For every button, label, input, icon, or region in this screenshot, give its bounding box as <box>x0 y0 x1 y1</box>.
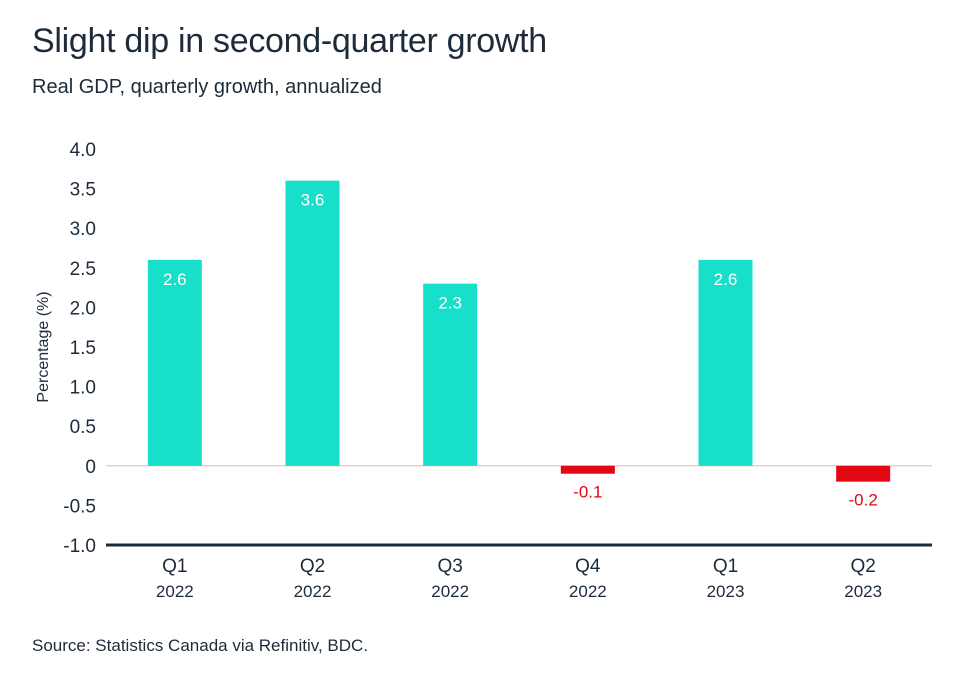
data-label: -0.1 <box>573 483 602 502</box>
bar <box>423 283 478 466</box>
chart-subtitle: Real GDP, quarterly growth, annualized <box>32 76 382 98</box>
x-tick-label: Q2 <box>850 556 875 577</box>
x-tick-year-label: 2023 <box>844 582 882 601</box>
x-tick-year-label: 2022 <box>294 582 332 601</box>
y-axis-ticks: 4.0 3.5 3.0 2.5 2.0 1.5 1.0 0.5 0 -0.5 -1.0 <box>63 140 96 557</box>
bars: 2.6 3.6 2.3 -0.1 2.6 -0.2 <box>147 180 891 510</box>
data-label: 2.6 <box>714 270 738 289</box>
y-tick-label: 1.5 <box>70 338 96 359</box>
bar <box>698 259 753 466</box>
x-tick-year-label: 2022 <box>569 582 607 601</box>
x-axis-labels: Q1 2022 Q2 2022 Q3 2022 Q4 2022 Q1 2023 Q2 2023 <box>156 556 882 601</box>
y-tick-label: 2.0 <box>70 298 96 319</box>
y-tick-label: 3.5 <box>70 180 96 201</box>
bar <box>147 259 202 466</box>
y-tick-label: 3.0 <box>70 219 96 240</box>
bar <box>836 465 891 482</box>
x-tick-label: Q1 <box>162 556 187 577</box>
y-tick-label: 0 <box>85 457 96 478</box>
y-tick-label: -1.0 <box>63 536 96 557</box>
data-label: 2.6 <box>163 270 187 289</box>
y-tick-label: 2.5 <box>70 259 96 280</box>
x-tick-year-label: 2023 <box>707 582 745 601</box>
bar <box>285 180 340 466</box>
x-tick-label: Q2 <box>300 556 325 577</box>
x-tick-label: Q1 <box>713 556 738 577</box>
x-tick-label: Q3 <box>437 556 462 577</box>
bar <box>560 465 615 474</box>
y-tick-label: 4.0 <box>70 140 96 161</box>
data-label: -0.2 <box>849 491 878 510</box>
y-tick-label: 1.0 <box>70 378 96 399</box>
y-tick-label: 0.5 <box>70 417 96 438</box>
x-tick-year-label: 2022 <box>431 582 469 601</box>
x-tick-label: Q4 <box>575 556 601 577</box>
chart-title: Slight dip in second-quarter growth <box>32 22 547 60</box>
y-axis-label: Percentage (%) <box>35 291 52 402</box>
x-tick-year-label: 2022 <box>156 582 194 601</box>
source-note: Source: Statistics Canada via Refinitiv,… <box>32 636 369 655</box>
data-label: 2.3 <box>438 294 462 313</box>
y-tick-label: -0.5 <box>63 496 96 517</box>
data-label: 3.6 <box>301 191 325 210</box>
